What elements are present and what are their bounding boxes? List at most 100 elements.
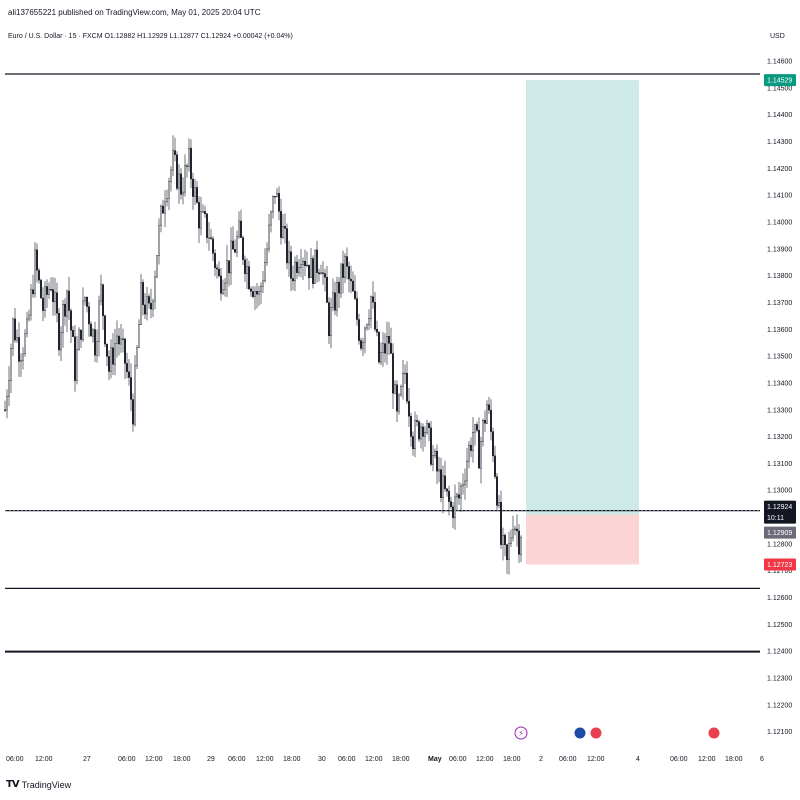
y-tick-label: 1.13200: [767, 434, 792, 441]
candle-body: [318, 272, 320, 275]
candle-body: [374, 302, 376, 330]
footer-brand: TradingView: [21, 779, 72, 790]
candle-body: [178, 173, 180, 189]
candle-body: [220, 275, 222, 294]
candle-body: [14, 318, 16, 341]
candle-body: [492, 431, 494, 457]
candle-body: [186, 165, 188, 167]
candle-body: [132, 399, 134, 425]
candle-body: [270, 211, 272, 226]
y-tick-label: 1.13100: [767, 461, 792, 468]
candle-body: [74, 336, 76, 381]
candle-body: [152, 300, 154, 310]
stop-loss-zone[interactable]: [526, 514, 639, 565]
y-tick-label: 1.12800: [767, 541, 792, 548]
candle-body: [62, 304, 64, 333]
candle-body: [518, 530, 520, 555]
candle-body: [236, 236, 238, 253]
candle-body: [402, 372, 404, 387]
candle-body: [326, 277, 328, 303]
y-tick-label: 1.12200: [767, 702, 792, 709]
candle-body: [218, 268, 220, 277]
x-tick-label: 30: [318, 756, 326, 763]
x-tick-label: 2: [539, 756, 543, 763]
sl-price-label: 1.12723: [767, 562, 792, 569]
eu-flag-icon[interactable]: [573, 726, 587, 740]
candle-body: [6, 396, 8, 411]
candle-body: [24, 333, 26, 355]
candle-body: [250, 288, 252, 292]
candle-body: [190, 147, 192, 180]
candle-body: [224, 282, 226, 290]
candle-body: [370, 296, 372, 319]
candle-body: [116, 335, 118, 344]
candle-body: [114, 343, 116, 365]
countdown-label-bg: [764, 511, 796, 524]
candle-body: [478, 430, 480, 469]
candle-body: [432, 455, 434, 465]
candle-body: [196, 187, 198, 203]
symbol-info[interactable]: Euro / U.S. Dollar · 15 · FXCM O1.12882 …: [8, 33, 293, 40]
candle-body: [392, 353, 394, 394]
earnings-flash-icon[interactable]: [514, 726, 528, 740]
candle-body: [148, 296, 150, 304]
x-tick-label: 12:00: [365, 756, 383, 763]
y-tick-label: 1.12100: [767, 729, 792, 736]
candle-body: [354, 290, 356, 299]
candle-body: [504, 535, 506, 545]
y-tick-label: 1.12300: [767, 675, 792, 682]
candle-body: [142, 282, 144, 306]
candle-body: [464, 480, 466, 486]
candle-body: [222, 289, 224, 294]
candle-body: [314, 249, 316, 284]
published-note: ali137655221 published on TradingView.co…: [8, 8, 261, 17]
candle-body: [378, 331, 380, 363]
candle-body: [110, 347, 112, 372]
candle-body: [214, 253, 216, 269]
y-tick-label: 1.12600: [767, 595, 792, 602]
y-tick-label: 1.14100: [767, 193, 792, 200]
candle-body: [302, 261, 304, 266]
tradingview-logo-icon: 𝗧𝗩: [6, 779, 20, 790]
candle-body: [28, 314, 30, 320]
candle-body: [382, 343, 384, 353]
last-price-label-bg: [764, 500, 796, 513]
candle-body: [206, 213, 208, 238]
candle-body: [188, 147, 190, 167]
x-axis-ticks: 06:00 12:00 27 06:00 12:00 18:00 29 06:00 12:00 1…: [6, 756, 764, 763]
x-tick-label: 12:00: [476, 756, 494, 763]
candle-body: [362, 341, 364, 349]
candle-body: [252, 291, 254, 297]
event-markers[interactable]: ⚡: [514, 726, 721, 740]
candle-body: [430, 427, 432, 465]
x-tick-label: 18:00: [503, 756, 521, 763]
take-profit-zone[interactable]: [526, 80, 639, 515]
y-tick-label: 1.13300: [767, 407, 792, 414]
candle-body: [200, 211, 202, 229]
candle-body: [128, 371, 130, 378]
candle-body: [166, 198, 168, 203]
candle-body: [58, 313, 60, 351]
us-flag-icon-2[interactable]: [707, 726, 721, 740]
candle-body: [312, 258, 314, 284]
us-flag-icon[interactable]: [589, 726, 603, 740]
y-tick-label: 1.12400: [767, 649, 792, 656]
x-tick-label: 6: [760, 756, 764, 763]
candle-body: [348, 266, 350, 280]
candle-body: [298, 267, 300, 273]
candle-body: [100, 284, 102, 302]
candle-body: [520, 537, 522, 555]
candle-body: [260, 285, 262, 292]
candle-body: [368, 318, 370, 325]
y-tick-label: 1.14500: [767, 85, 792, 92]
candle-body: [32, 289, 34, 295]
candle-body: [80, 329, 82, 340]
candle-body: [264, 261, 266, 282]
candle-body: [246, 266, 248, 275]
candle-body: [192, 178, 194, 197]
tradingview-footer[interactable]: 𝗧𝗩 TradingView: [6, 779, 71, 790]
candle-body: [384, 343, 386, 354]
candle-body: [52, 289, 54, 303]
candle-body: [86, 297, 88, 307]
